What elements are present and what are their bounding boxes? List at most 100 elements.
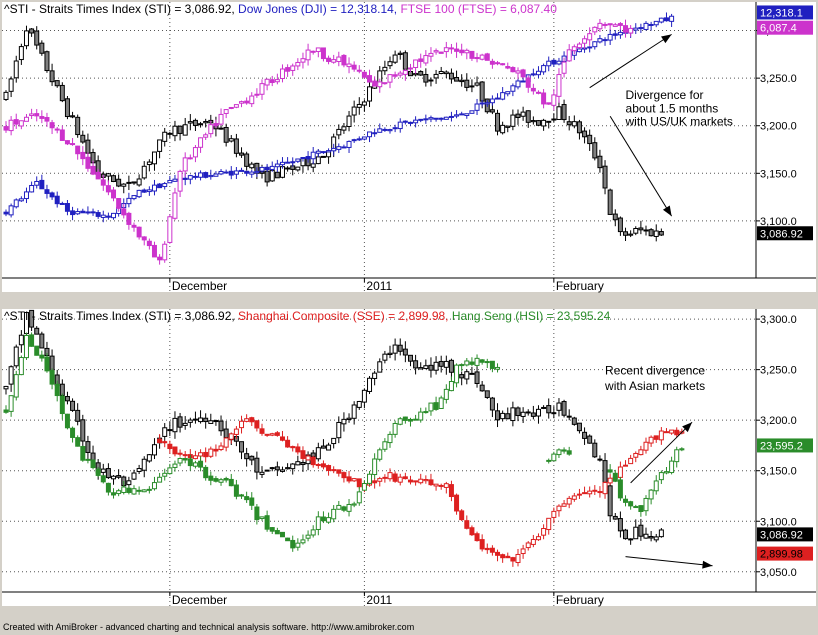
candle-body (326, 444, 332, 451)
candle-body (259, 83, 265, 95)
candle-body (39, 42, 45, 54)
candle-body (530, 120, 536, 123)
candle-body (80, 134, 86, 143)
candle-body (167, 216, 173, 243)
candle-body (279, 436, 285, 441)
candle-body (428, 79, 434, 82)
candle-body (576, 121, 582, 134)
candle-body (628, 538, 634, 541)
candle-body (239, 494, 245, 497)
candle-body (172, 192, 178, 219)
candle-body (279, 161, 285, 166)
candle-body (136, 226, 142, 238)
candle-body (54, 383, 60, 397)
candle-body (18, 46, 24, 61)
candle-body (320, 151, 326, 154)
candle-body (80, 210, 86, 214)
candle-body (208, 475, 214, 481)
price-tag-label: 3,086.92 (760, 529, 803, 541)
candle-body (530, 538, 536, 545)
candle-body (495, 97, 501, 100)
candle-body (233, 484, 239, 497)
candle-body (29, 113, 35, 117)
candle-body (100, 468, 106, 473)
candle-body (510, 114, 516, 127)
candle-body (679, 448, 685, 451)
candle-body (495, 112, 501, 132)
candle-body (469, 85, 475, 88)
candle-body (59, 84, 65, 102)
candle-body (433, 73, 439, 79)
candle-body (464, 49, 470, 54)
candle-body (341, 126, 347, 131)
candle-body (587, 490, 593, 495)
candle-body (367, 131, 373, 138)
top-chart-panel[interactable]: 3,300.03,250.03,200.03,150.03,100.0Decem… (2, 2, 816, 293)
candle-body (418, 367, 424, 370)
x-tick-label: December (172, 593, 227, 607)
candle-body (131, 472, 137, 480)
candle-body (264, 469, 270, 472)
candle-body (356, 491, 362, 504)
candle-body (361, 136, 367, 140)
candle-body (484, 390, 490, 398)
candle-body (182, 457, 188, 461)
candle-body (597, 458, 603, 461)
candle-body (198, 137, 204, 148)
candle-body (70, 210, 76, 216)
candle-body (223, 428, 229, 439)
candle-body (264, 170, 270, 183)
candle-body (479, 539, 485, 550)
candle-body (187, 157, 193, 160)
candle-body (428, 402, 434, 412)
candle-body (213, 123, 219, 127)
candle-body (566, 49, 572, 62)
candle-body (70, 115, 76, 118)
bottom-chart-panel[interactable]: 3,300.0 3,250.0 3,200.0 3,150.0 3,100.0 3,050… (2, 309, 816, 607)
candle-body (658, 231, 664, 236)
candle-body (535, 91, 541, 94)
candle-body (648, 23, 654, 26)
candle-body (448, 72, 454, 80)
candle-body (326, 465, 332, 471)
candle-body (571, 495, 577, 500)
candle-body (423, 479, 429, 482)
candle-body (141, 489, 147, 493)
candle-body (556, 74, 562, 97)
series-sti (3, 25, 664, 242)
candle-body (90, 459, 96, 469)
candle-body (648, 436, 654, 444)
candle-body (474, 357, 480, 366)
candle-body (29, 334, 35, 347)
candle-body (95, 212, 101, 217)
candle-body (34, 113, 40, 117)
candle-body (182, 157, 188, 172)
candle-body (418, 71, 424, 76)
candle-body (126, 480, 132, 486)
candle-body (244, 453, 250, 460)
candle-body (70, 400, 76, 411)
candle-body (484, 53, 490, 61)
candle-body (505, 125, 511, 128)
candle-body (556, 402, 562, 411)
candle-body (535, 536, 541, 541)
candle-body (658, 472, 664, 481)
candle-body (223, 477, 229, 481)
candle-body (459, 79, 465, 83)
candle-body (628, 457, 634, 465)
candle-body (264, 433, 270, 436)
candle-body (218, 420, 224, 432)
candle-body (320, 445, 326, 449)
candle-body (239, 152, 245, 156)
candle-body (254, 93, 260, 96)
price-tag-label: 23,595.2 (760, 440, 803, 452)
candle-body (64, 98, 70, 118)
candle-body (285, 537, 291, 542)
plot-area (2, 309, 816, 606)
candle-body (607, 477, 613, 484)
y-tick-label: 3,250.0 (760, 73, 797, 85)
candle-body (310, 529, 316, 536)
candle-body (464, 79, 470, 88)
candle-body (213, 478, 219, 482)
candle-body (80, 419, 86, 442)
